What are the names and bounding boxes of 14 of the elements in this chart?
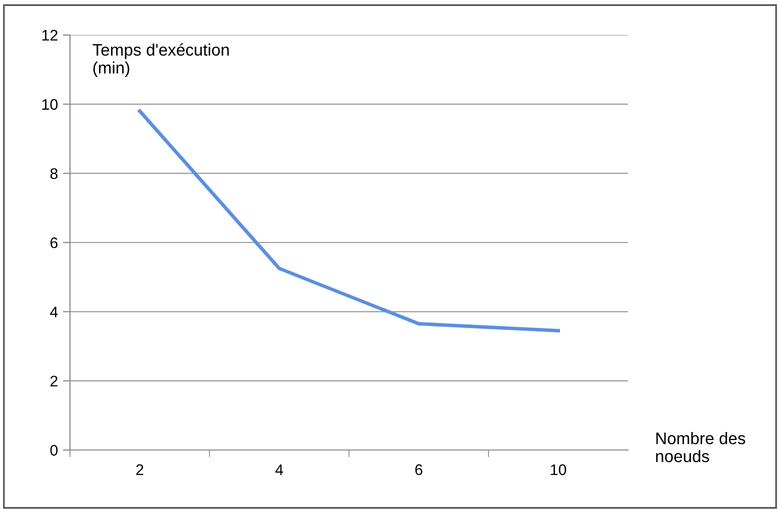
y-tick-label: 0	[50, 444, 58, 456]
y-axis-title: Temps d'exécution (min)	[92, 43, 229, 77]
y-tick-label: 4	[50, 306, 58, 318]
x-tick-label: 10	[550, 464, 566, 476]
y-tick-label: 2	[50, 376, 58, 386]
y-tick-label: 8	[50, 168, 58, 180]
x-tick-label: 6	[415, 464, 422, 476]
y-tick-label: 12	[42, 30, 58, 41]
x-tick-label: 2	[136, 464, 144, 475]
x-tick-label: 4	[275, 464, 284, 475]
y-tick-label: 6	[50, 237, 58, 248]
x-axis-title: Nombre des noeuds	[656, 432, 746, 462]
y-tick-label: 10	[42, 99, 58, 110]
line-series	[138, 109, 560, 332]
